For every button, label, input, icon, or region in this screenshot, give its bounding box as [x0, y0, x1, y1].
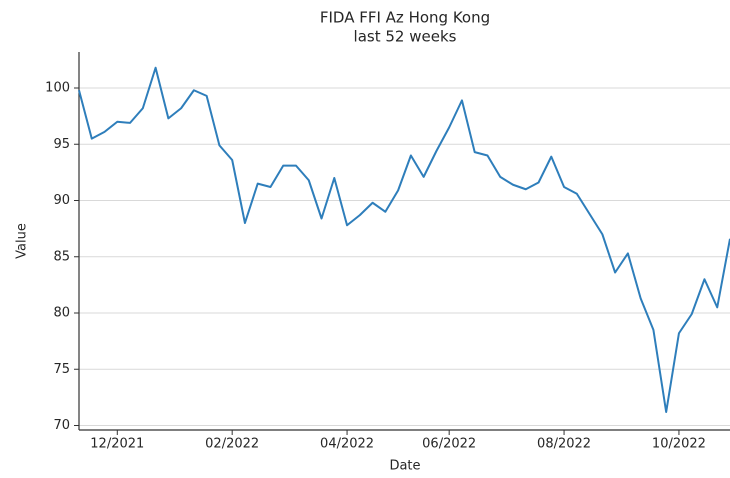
x-tick-label: 10/2022 [652, 437, 706, 452]
chart-subtitle: last 52 weeks [354, 28, 457, 46]
y-tick-label: 75 [53, 362, 70, 377]
line-series [78, 66, 730, 413]
x-tick-label: 08/2022 [537, 437, 591, 452]
y-tick-label: 100 [45, 81, 70, 96]
x-tick-label: 02/2022 [205, 437, 259, 452]
x-tick-label: 06/2022 [422, 437, 476, 452]
y-tick-label: 70 [53, 418, 70, 433]
x-tick-label: 04/2022 [320, 437, 374, 452]
y-tick-label: 90 [53, 193, 70, 208]
x-tick-label: 12/2021 [90, 437, 144, 452]
y-tick-label: 95 [53, 137, 70, 152]
chart-title: FIDA FFI Az Hong Kong [320, 9, 490, 27]
y-tick-label: 85 [53, 249, 70, 264]
y-tick-label: 80 [53, 306, 70, 321]
y-axis-label: Value [15, 223, 30, 259]
x-axis-label: Date [389, 459, 420, 474]
